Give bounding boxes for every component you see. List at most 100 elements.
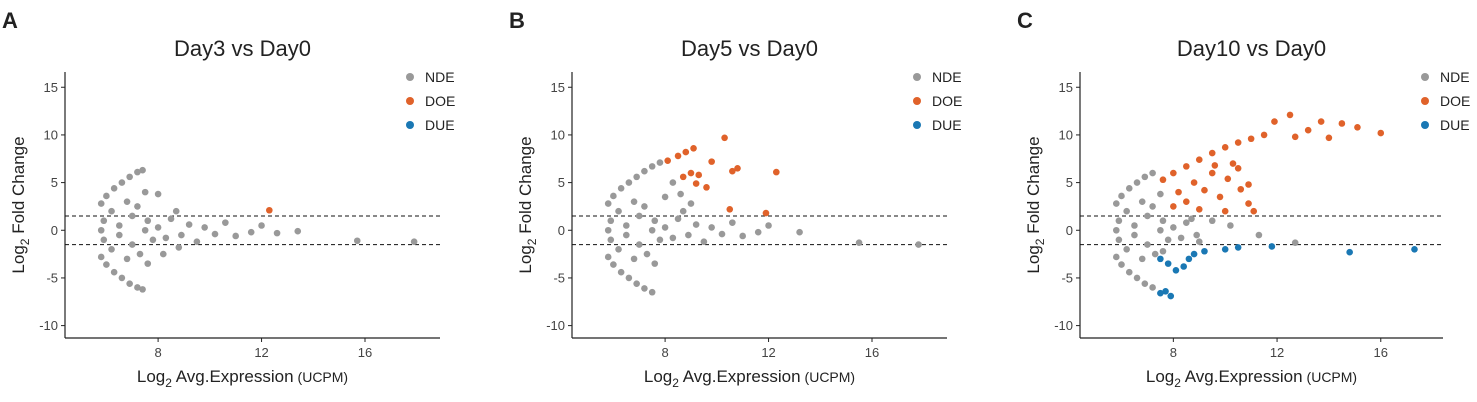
y-tick-label: -5 [553,270,565,285]
y-label-text: Log [1024,245,1043,273]
point [915,241,922,248]
point [1138,198,1146,205]
point [149,236,157,244]
y-axis-label: Log2 Fold Change [9,136,32,273]
y-tick-label: 10 [1059,127,1073,142]
point [1170,169,1177,177]
point [1245,200,1252,207]
point [762,209,770,217]
point [1245,181,1252,188]
point [656,159,664,166]
point [1193,231,1200,239]
point [1159,217,1167,225]
point [1208,169,1216,177]
legend-marker [913,97,921,105]
point [695,171,703,179]
x-axis-label: Log2 Avg.Expression (UCPM) [1146,367,1357,390]
point [1151,250,1159,258]
point [1183,163,1190,170]
point [1211,162,1219,169]
point [1234,139,1242,146]
x-label-sub: 2 [165,376,172,390]
x-label-rest: Avg.Expression [679,367,801,386]
panel-label: C [1017,8,1033,33]
point [643,250,651,258]
point [1291,133,1299,141]
point [1123,246,1130,253]
point [1149,169,1156,177]
point [110,185,118,192]
point [1221,207,1229,215]
y-tick-label: -5 [46,270,58,285]
y-tick-label: -5 [1061,270,1073,285]
x-tick-label: 8 [154,345,161,360]
point [1208,217,1216,225]
point [682,148,690,156]
y-tick-label: 15 [44,80,58,95]
point [1157,289,1164,297]
point [754,228,762,236]
point [1133,179,1141,186]
point [1157,226,1164,234]
y-axis-label: Log2 Fold Change [516,136,539,273]
point [1159,247,1167,255]
legend-marker [406,97,414,105]
point [692,180,700,187]
point [1234,244,1242,251]
legend-marker [1421,73,1429,81]
y-tick-label: 10 [44,127,58,142]
point [617,185,625,192]
x-label-rest: Avg.Expression [1181,367,1303,386]
point [222,219,229,226]
legend-label: NDE [932,69,962,85]
point [97,226,105,234]
point [607,236,615,244]
y-label-rest: Fold Change [9,136,28,238]
point [1167,292,1175,300]
point [1250,207,1258,215]
point [123,198,131,205]
point [258,222,265,229]
y-axis-label: Log2 Fold Change [1024,136,1047,273]
point [1162,287,1169,295]
x-tick-label: 16 [1374,345,1388,360]
point [1237,185,1245,193]
point [690,144,697,152]
x-label-text: Log [1146,367,1174,386]
point [604,226,612,234]
point [679,173,687,181]
point [1190,250,1198,258]
point [679,207,687,215]
legend-marker [1421,121,1429,129]
point [410,238,418,246]
point [648,226,656,234]
point [1164,260,1172,267]
point [139,286,146,293]
x-label-unit: (UCPM) [1307,369,1358,385]
legend-label: DOE [932,93,962,109]
point [1175,188,1182,196]
x-tick-label: 12 [254,345,268,360]
point [1172,267,1180,274]
point [656,236,664,244]
chart-title: Day5 vs Day0 [681,36,818,61]
legend-marker [913,73,921,81]
point [1271,118,1278,125]
point [664,157,671,164]
legend-label: NDE [425,69,455,85]
point [141,188,149,196]
point [141,226,149,234]
point [687,200,695,207]
x-label-sub: 2 [672,376,679,390]
point [1144,241,1151,248]
point [1170,203,1177,210]
point [1224,175,1232,183]
panel-label: A [2,8,18,33]
point [1411,246,1418,253]
point [773,168,780,176]
point [1188,215,1195,223]
x-tick-label: 12 [761,345,775,360]
x-tick-label: 8 [661,345,668,360]
point [1291,239,1299,246]
point [1190,179,1198,186]
